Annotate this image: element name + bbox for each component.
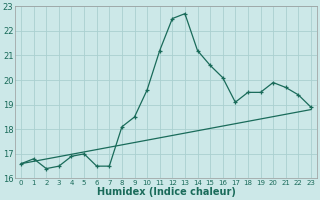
X-axis label: Humidex (Indice chaleur): Humidex (Indice chaleur) <box>97 187 236 197</box>
